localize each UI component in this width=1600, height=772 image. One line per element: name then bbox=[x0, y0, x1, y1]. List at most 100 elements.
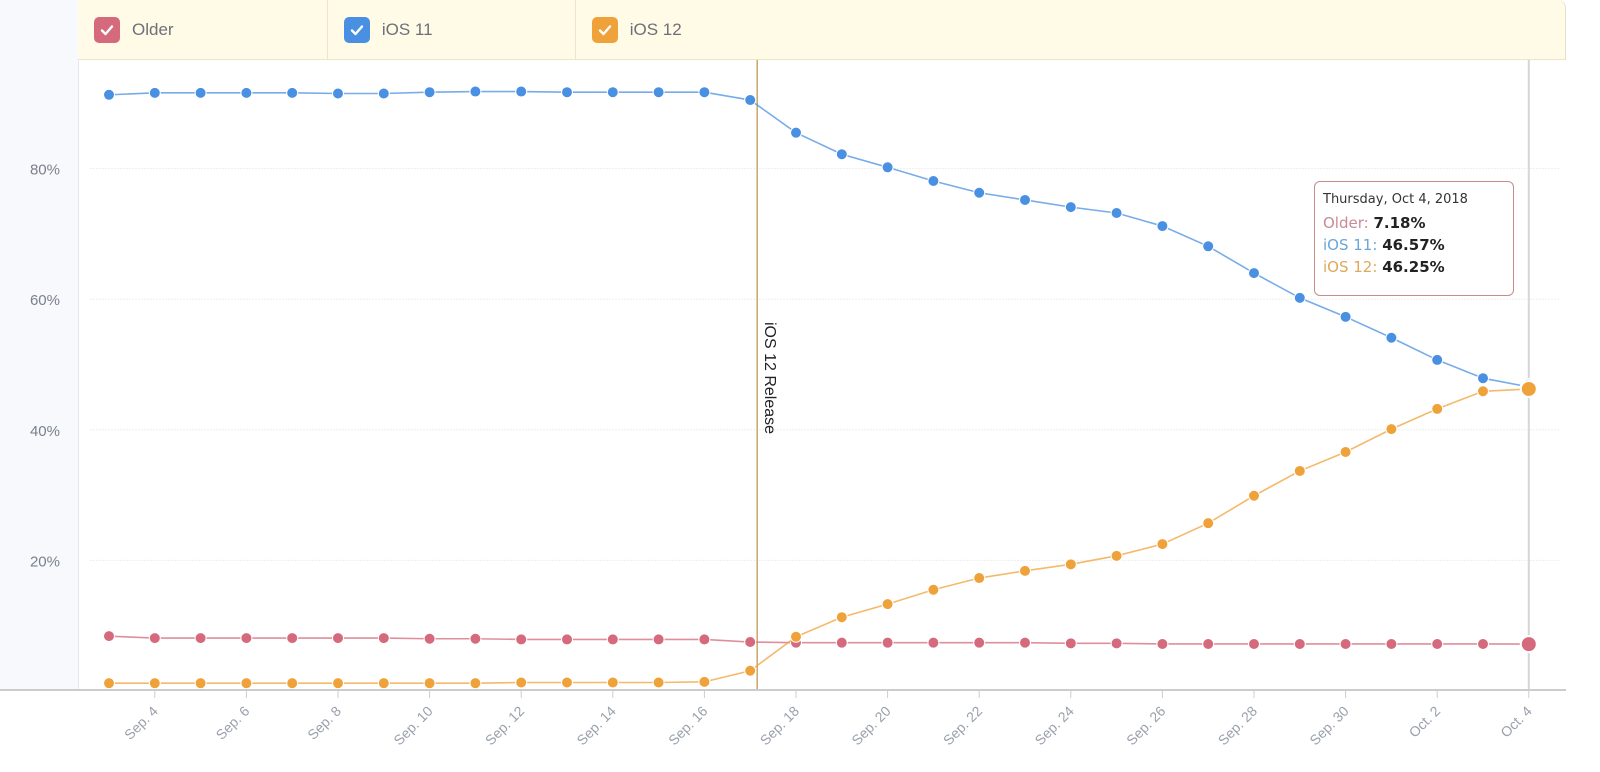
data-point[interactable] bbox=[515, 85, 528, 98]
data-point[interactable] bbox=[652, 633, 665, 646]
data-point[interactable] bbox=[103, 630, 115, 643]
data-point[interactable] bbox=[286, 86, 299, 99]
data-point[interactable] bbox=[332, 677, 344, 690]
data-point[interactable] bbox=[194, 677, 207, 690]
data-point[interactable] bbox=[927, 175, 940, 188]
data-point[interactable] bbox=[148, 86, 161, 99]
data-point[interactable] bbox=[1293, 291, 1306, 304]
legend-item-ios11[interactable]: iOS 11 bbox=[328, 0, 576, 60]
data-point[interactable] bbox=[1156, 220, 1169, 233]
data-point[interactable] bbox=[698, 86, 711, 99]
data-point[interactable] bbox=[1385, 423, 1398, 436]
data-point[interactable] bbox=[1477, 372, 1489, 385]
data-point[interactable] bbox=[744, 664, 757, 677]
data-point[interactable] bbox=[194, 86, 207, 99]
data-point[interactable] bbox=[1156, 637, 1169, 650]
data-point[interactable] bbox=[1064, 637, 1077, 650]
data-point[interactable] bbox=[1431, 637, 1444, 650]
data-point[interactable] bbox=[927, 636, 940, 649]
data-point[interactable] bbox=[1064, 201, 1077, 214]
data-point[interactable] bbox=[1293, 637, 1306, 650]
series-older[interactable] bbox=[103, 630, 1538, 654]
data-point[interactable] bbox=[606, 633, 619, 646]
data-point[interactable] bbox=[744, 636, 757, 649]
data-point[interactable] bbox=[377, 632, 390, 645]
data-point[interactable] bbox=[469, 632, 482, 645]
data-point[interactable] bbox=[377, 87, 390, 100]
data-point[interactable] bbox=[698, 633, 711, 646]
data-point[interactable] bbox=[1110, 549, 1123, 562]
data-point[interactable] bbox=[240, 677, 253, 690]
data-point[interactable] bbox=[332, 632, 344, 645]
data-point[interactable] bbox=[1202, 517, 1215, 530]
data-point[interactable] bbox=[698, 675, 711, 688]
data-point[interactable] bbox=[1202, 240, 1215, 253]
data-point[interactable] bbox=[973, 572, 986, 585]
data-point[interactable] bbox=[469, 85, 482, 98]
data-point[interactable] bbox=[973, 186, 986, 199]
data-point[interactable] bbox=[1477, 385, 1489, 398]
data-point[interactable] bbox=[744, 94, 757, 107]
data-point[interactable] bbox=[377, 677, 390, 690]
data-point[interactable] bbox=[835, 636, 848, 649]
data-point[interactable] bbox=[1519, 635, 1538, 654]
data-point[interactable] bbox=[1293, 464, 1306, 477]
data-point[interactable] bbox=[515, 633, 528, 646]
legend-item-ios12[interactable]: iOS 12 bbox=[576, 0, 1565, 60]
data-point[interactable] bbox=[1248, 489, 1260, 502]
data-point[interactable] bbox=[286, 632, 299, 645]
data-point[interactable] bbox=[103, 88, 115, 101]
data-point[interactable] bbox=[561, 86, 573, 99]
data-point[interactable] bbox=[1431, 402, 1444, 415]
data-point[interactable] bbox=[835, 611, 848, 624]
data-point[interactable] bbox=[1248, 637, 1260, 650]
data-point[interactable] bbox=[1064, 558, 1077, 571]
data-point[interactable] bbox=[927, 583, 940, 596]
data-point[interactable] bbox=[1248, 267, 1260, 280]
data-point[interactable] bbox=[194, 632, 207, 645]
checkbox-checked-icon[interactable] bbox=[343, 17, 370, 43]
series-ios-12[interactable] bbox=[103, 379, 1538, 690]
data-point[interactable] bbox=[881, 636, 894, 649]
data-point[interactable] bbox=[240, 86, 253, 99]
data-point[interactable] bbox=[1202, 637, 1215, 650]
data-point[interactable] bbox=[1019, 564, 1031, 577]
data-point[interactable] bbox=[103, 677, 115, 690]
data-point[interactable] bbox=[1339, 637, 1352, 650]
data-point[interactable] bbox=[423, 86, 436, 99]
data-point[interactable] bbox=[469, 677, 482, 690]
data-point[interactable] bbox=[1385, 637, 1398, 650]
data-point[interactable] bbox=[790, 630, 802, 643]
checkbox-checked-icon[interactable] bbox=[94, 17, 120, 43]
data-point[interactable] bbox=[1019, 636, 1031, 649]
data-point[interactable] bbox=[1110, 207, 1123, 220]
data-point[interactable] bbox=[1385, 331, 1398, 344]
data-point[interactable] bbox=[1156, 538, 1169, 551]
data-point[interactable] bbox=[1519, 379, 1538, 398]
data-point[interactable] bbox=[1477, 637, 1489, 650]
data-point[interactable] bbox=[652, 676, 665, 689]
data-point[interactable] bbox=[561, 633, 573, 646]
data-point[interactable] bbox=[881, 598, 894, 611]
series-ios-11[interactable] bbox=[103, 85, 1538, 396]
data-point[interactable] bbox=[148, 632, 161, 645]
data-point[interactable] bbox=[652, 86, 665, 99]
data-point[interactable] bbox=[240, 632, 253, 645]
checkbox-checked-icon[interactable] bbox=[591, 17, 618, 43]
data-point[interactable] bbox=[423, 677, 436, 690]
data-point[interactable] bbox=[1019, 193, 1031, 206]
data-point[interactable] bbox=[835, 148, 848, 161]
data-point[interactable] bbox=[423, 632, 436, 645]
legend-item-older[interactable]: Older bbox=[78, 0, 328, 60]
data-point[interactable] bbox=[148, 677, 161, 690]
data-point[interactable] bbox=[515, 676, 528, 689]
data-point[interactable] bbox=[606, 676, 619, 689]
data-point[interactable] bbox=[881, 161, 894, 174]
data-point[interactable] bbox=[286, 677, 299, 690]
data-point[interactable] bbox=[1110, 637, 1123, 650]
data-point[interactable] bbox=[1339, 310, 1352, 323]
data-point[interactable] bbox=[1339, 446, 1352, 459]
data-point[interactable] bbox=[973, 636, 986, 649]
data-point[interactable] bbox=[1431, 353, 1444, 366]
data-point[interactable] bbox=[790, 126, 802, 139]
